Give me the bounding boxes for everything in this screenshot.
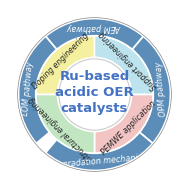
Text: Degradation mechanism: Degradation mechanism xyxy=(51,153,150,170)
Text: Support engineering: Support engineering xyxy=(97,30,159,92)
Wedge shape xyxy=(94,94,153,153)
Text: Ru-based
acidic OER
catalysts: Ru-based acidic OER catalysts xyxy=(55,70,134,115)
Text: AEM pathway: AEM pathway xyxy=(67,23,122,32)
Wedge shape xyxy=(46,19,143,50)
Wedge shape xyxy=(36,94,94,153)
Wedge shape xyxy=(132,36,170,143)
Circle shape xyxy=(59,59,130,130)
Wedge shape xyxy=(46,132,153,170)
Wedge shape xyxy=(94,36,153,94)
Text: PEMWE application: PEMWE application xyxy=(99,99,157,157)
Text: OPM pathway: OPM pathway xyxy=(155,61,168,116)
Wedge shape xyxy=(19,36,57,143)
Text: Doping engineering: Doping engineering xyxy=(31,31,91,91)
Wedge shape xyxy=(36,36,94,94)
Text: LOM pathway: LOM pathway xyxy=(21,61,34,116)
Text: Structural engineering: Structural engineering xyxy=(27,95,94,162)
